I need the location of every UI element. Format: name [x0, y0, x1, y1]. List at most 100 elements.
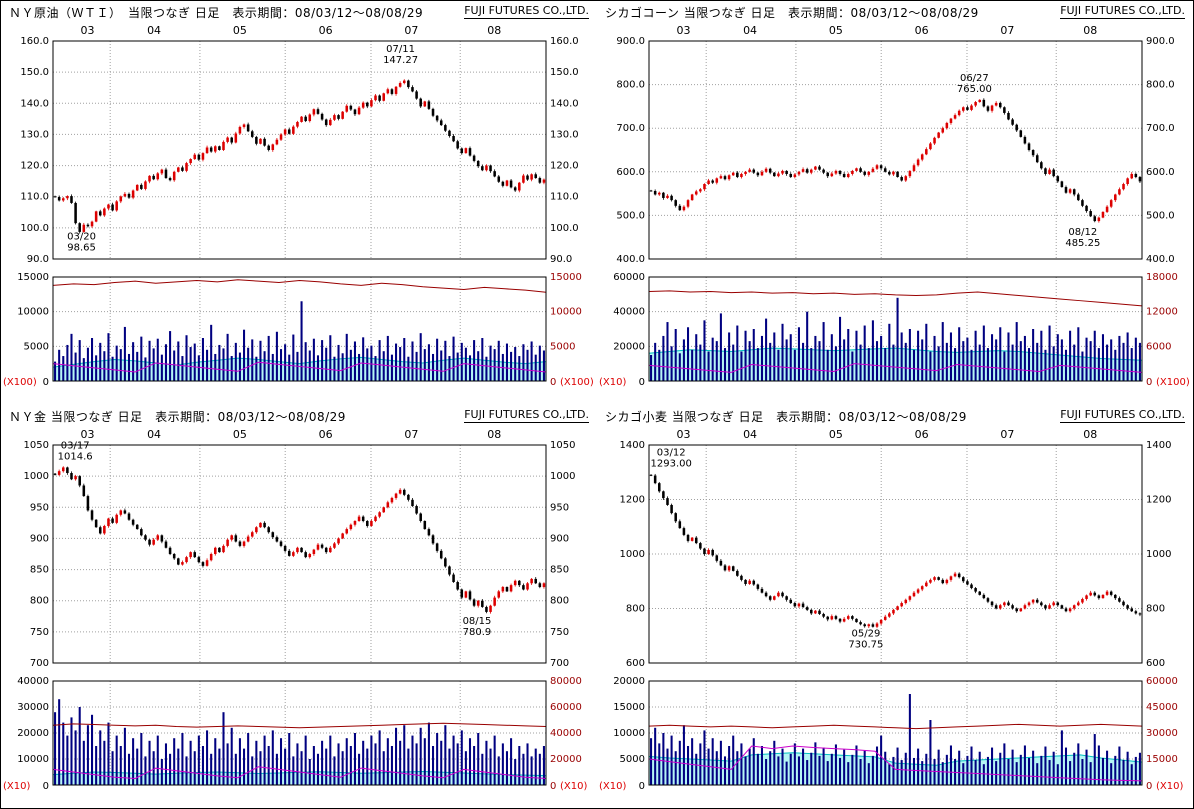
candle-body	[144, 181, 147, 189]
volume-bar	[440, 350, 443, 381]
volume-bar	[247, 347, 250, 381]
volume-bar	[58, 349, 61, 381]
volume-bar	[538, 345, 541, 381]
volume-bar	[1044, 349, 1047, 381]
candle-body	[1023, 604, 1027, 608]
volume-bar	[670, 346, 673, 381]
candle-body	[888, 171, 891, 175]
candle-body	[768, 168, 772, 173]
candle-body	[382, 506, 385, 512]
volume-bar	[855, 330, 858, 381]
candle-body	[851, 170, 854, 174]
candle-body	[168, 547, 172, 554]
candles-down	[649, 473, 1142, 628]
volume-bar	[234, 342, 237, 381]
magenta-line	[52, 765, 547, 779]
volume-bar	[650, 737, 653, 785]
volume-bar	[777, 755, 780, 785]
volume-bar	[267, 745, 270, 785]
candles-up	[690, 536, 1109, 628]
volume-axis-label-left: 20000	[613, 676, 645, 687]
volume-bar	[1134, 337, 1137, 381]
candle-body	[308, 114, 312, 122]
volume-bar	[900, 332, 903, 381]
price-axis-label-right: 1200	[1146, 494, 1171, 505]
volume-bar	[189, 740, 192, 785]
candle-body	[662, 192, 665, 198]
volume-bar	[288, 732, 291, 785]
candle-body	[259, 522, 262, 527]
volume-bar	[666, 748, 669, 785]
candle-body	[789, 599, 793, 603]
candle-body	[312, 549, 316, 554]
candle-body	[431, 534, 435, 543]
candle-body	[148, 539, 151, 545]
volume-bar	[337, 742, 340, 785]
candle-body	[859, 621, 862, 624]
volume-bar	[99, 342, 102, 381]
volume-bar	[715, 341, 718, 381]
volume-bar	[1003, 351, 1006, 381]
candle-body	[378, 511, 381, 517]
volume-bar	[867, 762, 870, 785]
candle-body	[119, 509, 123, 515]
candle-body	[349, 524, 353, 529]
annotation: 780.9	[463, 626, 492, 637]
annotation: 485.25	[1065, 238, 1100, 249]
candle-body	[781, 592, 784, 596]
candle-body	[908, 170, 912, 177]
volume-bar	[140, 732, 143, 785]
candle-body	[427, 528, 431, 535]
volume-bar	[1032, 329, 1035, 381]
volume-bar	[732, 735, 735, 785]
candle-body	[168, 178, 172, 181]
volume-bar	[193, 750, 196, 785]
volume-bar	[288, 354, 291, 381]
candle-body	[1130, 173, 1134, 179]
candle-body	[686, 200, 690, 207]
month-label: 06	[319, 428, 333, 441]
volume-axis-label-left: 40000	[17, 676, 49, 687]
price-axis-label-right: 800	[1146, 603, 1165, 614]
candle-body	[801, 169, 805, 172]
candle-body	[785, 170, 788, 174]
candle-body	[526, 175, 529, 180]
candle-body	[1052, 169, 1055, 177]
volume-bar	[78, 340, 81, 381]
candle-body	[719, 176, 723, 179]
volume-bar	[925, 753, 928, 785]
volume-bar	[329, 335, 332, 381]
candle-body	[863, 171, 866, 175]
volume-bar	[863, 750, 866, 785]
volume-bar	[489, 748, 492, 785]
candle-body	[177, 167, 180, 172]
candle-body	[1081, 598, 1084, 603]
panel-ny-gold: ＮＹ金 当限つなぎ 日足 表示期間：08/03/12～08/08/29 FUJI…	[1, 405, 597, 809]
candle-body	[193, 551, 197, 557]
volume-bar	[1089, 341, 1092, 381]
volume-bar	[399, 347, 402, 381]
candle-body	[1081, 200, 1084, 206]
month-label: 03	[81, 428, 95, 441]
candle-body	[925, 149, 928, 155]
candle-body	[361, 516, 365, 521]
volume-bar	[1081, 351, 1084, 381]
volume-bar	[444, 724, 447, 785]
price-axis-label-left: 900.0	[616, 36, 645, 47]
month-label: 06	[915, 428, 929, 441]
candle-body	[292, 126, 295, 134]
volume-bar	[1023, 744, 1026, 785]
candle-body	[846, 615, 850, 619]
month-label: 05	[233, 24, 247, 37]
volume-bar	[308, 350, 311, 381]
price-axis-label-right: 130.0	[550, 129, 579, 140]
volume-bar	[407, 748, 410, 785]
candle-body	[904, 599, 908, 603]
candle-body	[756, 172, 760, 176]
volume-bar	[251, 755, 254, 785]
candle-body	[316, 109, 320, 114]
candle-body	[103, 525, 106, 533]
candle-body	[107, 517, 110, 526]
candle-body	[986, 106, 990, 111]
